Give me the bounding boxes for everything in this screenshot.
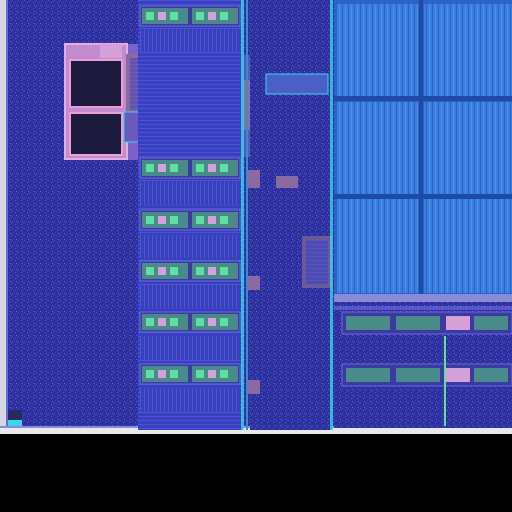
cell-groups [139, 5, 241, 385]
die-bottom-edge [0, 428, 512, 434]
bitline-bands [140, 30, 240, 412]
middle-logic-column [248, 0, 333, 430]
memory-array [334, 0, 512, 302]
die-left-edge [0, 0, 7, 432]
peripheral-block [334, 302, 512, 428]
